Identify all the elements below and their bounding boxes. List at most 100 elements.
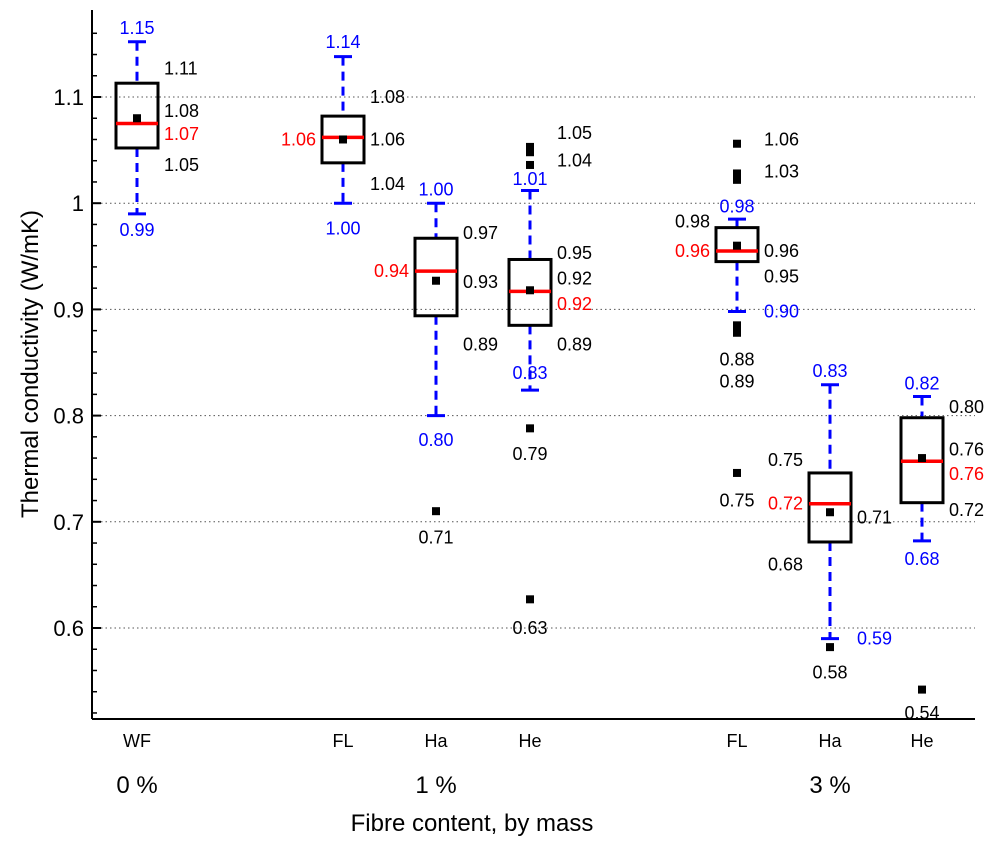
box-1-Ha — [413, 201, 459, 516]
data-label: 1.11 — [164, 58, 198, 78]
outlier-point — [526, 148, 534, 157]
data-label: 0.75 — [768, 450, 803, 470]
iqr-box — [320, 114, 366, 165]
category-label: WF — [123, 731, 151, 751]
data-label: 0.99 — [119, 220, 154, 240]
data-label: 0.96 — [675, 241, 710, 261]
group-label: 1 % — [415, 772, 456, 799]
outlier-point — [733, 328, 741, 337]
data-label: 0.92 — [557, 294, 592, 314]
data-label: 0.97 — [463, 223, 498, 243]
data-label: 1.15 — [119, 18, 154, 38]
data-label: 1.04 — [557, 151, 592, 171]
box-3-He — [899, 394, 945, 694]
data-label: 0.75 — [719, 491, 754, 511]
data-label: 0.92 — [557, 269, 592, 289]
y-tick-label: 1.1 — [53, 85, 84, 110]
data-label: 0.68 — [904, 549, 939, 569]
iqr-box — [114, 81, 160, 150]
data-label: 1.05 — [557, 123, 592, 143]
group-label: 0 % — [116, 772, 157, 799]
data-label: 0.93 — [463, 272, 498, 292]
mean-marker — [918, 454, 926, 463]
y-ticks: 0.6 0.7 0.8 0.9 1 1.1 — [53, 32, 101, 714]
data-label: 0.94 — [374, 261, 409, 281]
data-label: 0.80 — [418, 430, 453, 450]
mean-marker — [526, 286, 534, 295]
x-axis-label: Fibre content, by mass — [351, 810, 594, 837]
group-labels: 0 % 1 % 3 % — [116, 772, 850, 799]
box-3-FL — [714, 139, 760, 477]
category-label: He — [518, 731, 541, 751]
data-label: 1.00 — [325, 219, 360, 239]
data-label: 1.08 — [370, 87, 405, 107]
mean-marker — [826, 508, 834, 517]
outlier-point — [733, 175, 741, 184]
outlier-point — [918, 685, 926, 694]
iqr-box — [714, 226, 760, 264]
box-1-FL — [320, 55, 366, 205]
data-label: 0.68 — [768, 554, 803, 574]
gridlines — [92, 96, 975, 629]
data-label: 0.89 — [463, 334, 498, 354]
group-label: 3 % — [809, 772, 850, 799]
category-label: Ha — [424, 731, 448, 751]
outlier-point — [733, 321, 741, 330]
data-label: 0.90 — [764, 302, 799, 322]
outlier-point — [526, 424, 534, 433]
mean-marker — [733, 241, 741, 250]
iqr-box — [413, 236, 459, 318]
annotations: 1.15 1.11 1.08 1.07 1.05 0.99 1.14 1.08 1.06 1.06… — [119, 18, 984, 723]
y-tick-label: 0.9 — [53, 297, 84, 322]
outlier-point — [526, 595, 534, 604]
data-label: 0.59 — [857, 629, 892, 649]
category-label: Ha — [818, 731, 842, 751]
mean-marker — [432, 276, 440, 285]
data-label: 0.71 — [418, 528, 453, 548]
data-label: 1.06 — [764, 129, 799, 149]
data-label: 1.04 — [370, 174, 405, 194]
data-label: 0.63 — [512, 618, 547, 638]
data-label: 1.14 — [325, 32, 360, 52]
data-label: 0.80 — [949, 397, 984, 417]
data-label: 1.06 — [370, 129, 405, 149]
data-label: 0.89 — [557, 334, 592, 354]
data-label: 1.08 — [164, 101, 199, 121]
data-label: 1.05 — [164, 155, 199, 175]
outlier-point — [432, 507, 440, 516]
outlier-point — [826, 643, 834, 652]
y-tick-label: 0.6 — [53, 616, 84, 641]
data-label: 0.95 — [764, 266, 799, 286]
data-label: 0.89 — [719, 372, 754, 392]
data-label: 1.03 — [764, 161, 799, 181]
box-0-WF — [114, 40, 160, 216]
data-label: 0.83 — [512, 363, 547, 383]
data-label: 1.00 — [418, 179, 453, 199]
mean-marker — [339, 135, 347, 144]
data-label: 1.06 — [281, 129, 316, 149]
data-label: 0.98 — [719, 196, 754, 216]
y-tick-label: 0.7 — [53, 510, 84, 535]
box-1-He — [507, 142, 553, 604]
outlier-point — [526, 142, 534, 151]
data-label: 0.79 — [512, 444, 547, 464]
iqr-box — [807, 471, 853, 544]
data-label: 0.76 — [949, 464, 984, 484]
data-label: 0.88 — [719, 349, 754, 369]
boxes — [114, 40, 945, 694]
outlier-point — [733, 169, 741, 178]
data-label: 0.82 — [904, 374, 939, 394]
category-label: FL — [332, 731, 353, 751]
y-tick-label: 0.8 — [53, 404, 84, 429]
data-label: 0.58 — [812, 663, 847, 683]
box-3-Ha — [807, 383, 853, 652]
outlier-point — [526, 160, 534, 169]
data-label: 0.98 — [675, 211, 710, 231]
data-label: 0.72 — [949, 500, 984, 520]
data-label: 0.83 — [812, 361, 847, 381]
outlier-point — [733, 139, 741, 148]
y-tick-label: 1 — [72, 191, 84, 216]
mean-marker — [133, 114, 141, 123]
data-label: 1.01 — [512, 169, 547, 189]
data-label: 1.07 — [164, 124, 199, 144]
